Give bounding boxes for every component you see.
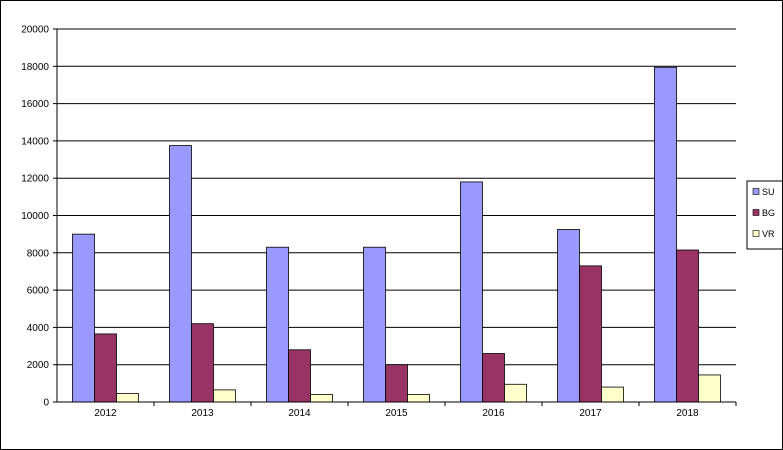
bar-bg-2015 [385,364,408,403]
legend-swatch-vr [752,230,760,237]
bar-vr-2015 [407,394,430,403]
bar-bg-2018 [676,249,699,403]
y-tick-label: 18000 [21,62,49,73]
y-tick-label: 6000 [27,286,50,297]
bar-bg-2013 [191,323,214,403]
x-tick-label: 2013 [191,408,214,419]
y-tick-label: 12000 [21,174,49,185]
bar-vr-2016 [504,383,527,403]
x-tick-labels: 2012 2013 2014 2015 2016 2017 2018 [94,408,699,419]
bar-su-2013 [169,145,192,403]
bar-bg-2016 [482,353,505,403]
y-tick-labels: 0 2000 4000 6000 8000 10000 12000 14000 16000 180… [21,25,49,409]
x-tick-label: 2015 [385,408,408,419]
gridlines [53,28,737,406]
bar-bg-2017 [579,265,602,403]
x-tick-label: 2016 [482,408,505,419]
bar-su-2015 [363,246,386,403]
y-tick-label: 4000 [27,323,50,334]
y-tick-label: 0 [43,398,49,409]
x-tick-label: 2017 [579,408,602,419]
y-tick-label: 16000 [21,99,49,110]
bar-su-2018 [654,66,677,403]
bar-vr-2018 [698,374,721,403]
bar-vr-2013 [213,389,236,403]
bar-su-2014 [266,246,289,403]
bar-bg-2014 [288,349,311,403]
x-tick-label: 2012 [94,408,117,419]
bar-su-2016 [460,181,483,403]
legend-label-su: SU [762,187,775,197]
axes [56,29,736,403]
bar-su-2017 [557,229,580,403]
legend-swatch-bg [752,209,760,216]
y-tick-label: 8000 [27,248,50,259]
x-tick-label: 2014 [288,408,311,419]
x-tick-label: 2018 [676,408,699,419]
y-tick-label: 10000 [21,211,49,222]
legend-items: SU BG VR [752,187,775,239]
bar-vr-2012 [116,393,139,403]
bars [72,66,721,403]
bar-vr-2017 [601,386,624,403]
bar-bg-2012 [94,333,117,403]
legend: SU BG VR [746,180,782,250]
legend-label-bg: BG [762,208,775,218]
legend-label-vr: VR [762,229,775,239]
legend-swatch-su [752,188,760,195]
bar-su-2012 [72,233,95,403]
y-tick-label: 14000 [21,136,49,147]
bar-vr-2014 [310,394,333,403]
y-tick-label: 2000 [27,360,50,371]
y-tick-label: 20000 [21,25,49,36]
